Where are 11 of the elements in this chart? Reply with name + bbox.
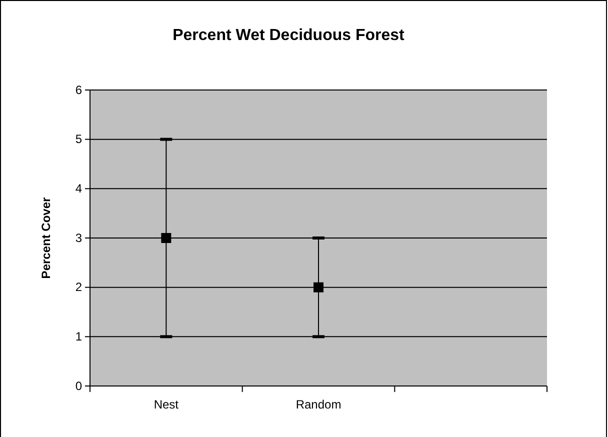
chart-title: Percent Wet Deciduous Forest: [172, 27, 406, 44]
y-tick-label: 1: [75, 330, 82, 344]
y-tick-label: 4: [75, 182, 82, 196]
x-tick-label: Nest: [154, 398, 180, 412]
y-axis-title: Percent Cover: [39, 196, 53, 279]
y-tick-label: 6: [75, 82, 82, 97]
y-tick-label: 5: [75, 132, 82, 146]
x-tick-label: Random: [296, 398, 342, 412]
y-tick-label: 3: [75, 230, 82, 245]
y-tick-label: 2: [75, 280, 82, 294]
y-tick-label: 0: [75, 378, 82, 393]
